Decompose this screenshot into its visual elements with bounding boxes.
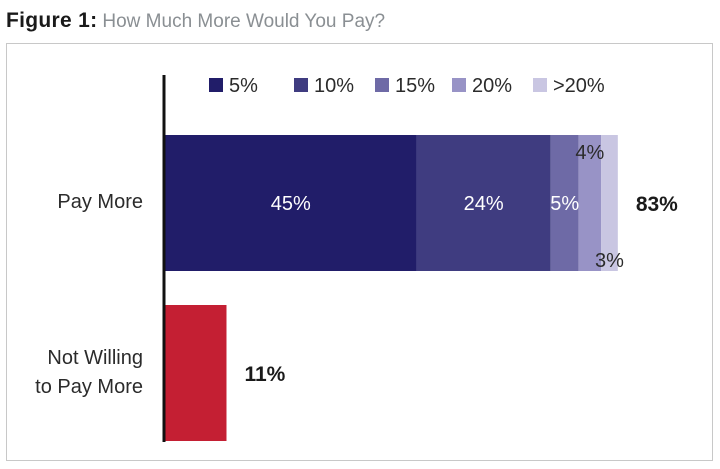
legend-label-20: 20% [472, 75, 512, 97]
category-labels: Pay More Not Willing to Pay More [35, 191, 143, 398]
total-label-not-willing-to-pay-more: 11% [244, 363, 285, 386]
chart-panel: 5% 10% 15% 20% >20% Pay More Not Willing to Pa… [6, 43, 713, 461]
legend-swatch-15 [375, 78, 389, 92]
data-label-pay-more-20: 4% [575, 142, 604, 164]
data-label-pay-more-15: 5% [550, 193, 579, 215]
total-labels: 83% 11% [244, 193, 678, 386]
bars [165, 135, 618, 441]
category-label-not-willing-to-pay-more-line-1: Not Willing [47, 347, 143, 369]
figure-header: Figure 1: How Much More Would You Pay? [6, 6, 385, 36]
legend: 5% 10% 15% 20% >20% [209, 75, 605, 97]
bar-not-willing-to-pay-more-not-willing-to-pay-more [165, 305, 227, 441]
legend-swatch-20 [452, 78, 466, 92]
legend-label-gt20: >20% [553, 75, 605, 97]
bar-pay-more-10 [416, 135, 551, 271]
legend-swatch-5 [209, 78, 223, 92]
legend-label-10: 10% [314, 75, 354, 97]
bar-pay-more-gt20 [601, 135, 618, 271]
segment-labels: 45% 24% 5% 4% 3% [271, 142, 624, 272]
total-label-pay-more: 83% [636, 193, 678, 216]
legend-swatch-10 [294, 78, 308, 92]
data-label-pay-more-gt20: 3% [595, 250, 624, 272]
legend-label-15: 15% [395, 75, 435, 97]
bar-pay-more-15 [550, 135, 579, 271]
category-label-not-willing-to-pay-more-line-2: to Pay More [35, 376, 143, 398]
legend-label-5: 5% [229, 75, 258, 97]
data-label-pay-more-10: 24% [464, 193, 504, 215]
category-label-pay-more-line-1: Pay More [57, 191, 143, 213]
data-label-pay-more-5: 45% [271, 193, 311, 215]
bar-pay-more-5 [165, 135, 417, 271]
legend-swatch-gt20 [533, 78, 547, 92]
bar-pay-more-20 [578, 135, 602, 271]
figure-title: How Much More Would You Pay? [102, 11, 386, 32]
chart-svg: 5% 10% 15% 20% >20% Pay More Not Willing to Pa… [35, 75, 678, 442]
figure-label: Figure 1: [6, 9, 98, 32]
